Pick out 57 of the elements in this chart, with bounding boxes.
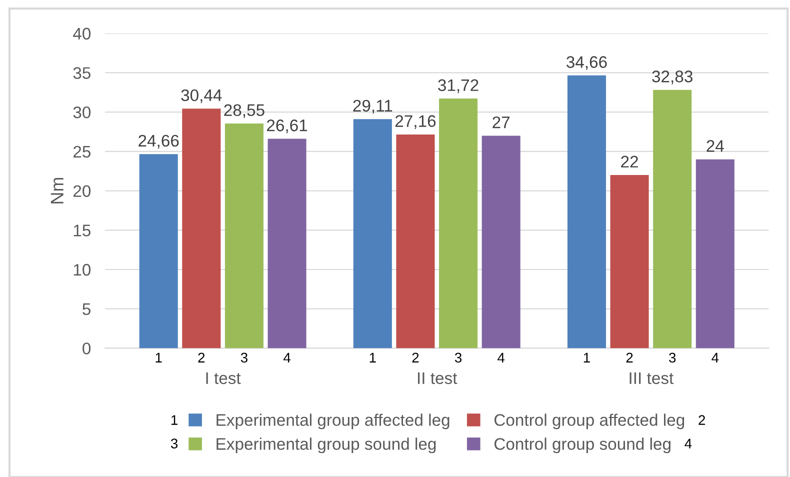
- data-label: 27: [492, 116, 510, 128]
- text: 2: [412, 352, 419, 362]
- data-label: 27,16: [395, 115, 436, 129]
- bar: [353, 119, 392, 348]
- data-label: 26,61: [267, 120, 308, 134]
- y-axis-title: Nm: [50, 178, 64, 204]
- legend-label: Control group affected leg: [494, 414, 684, 430]
- data-label: 28,55: [224, 104, 264, 118]
- text: 4: [498, 352, 505, 362]
- y-tick-label: 35: [73, 67, 90, 79]
- data-label: 22: [621, 156, 638, 168]
- bar: [396, 134, 435, 348]
- bar: [567, 75, 606, 348]
- data-label: 32,83: [652, 70, 692, 84]
- y-tick-label: 20: [73, 185, 91, 198]
- data-label: 34,66: [566, 56, 607, 70]
- text: 3: [240, 352, 248, 363]
- bar: [268, 138, 306, 348]
- text: 3: [170, 438, 178, 448]
- bar: [224, 124, 264, 348]
- legend-label: Experimental group sound leg: [216, 438, 436, 454]
- bar: [653, 90, 692, 348]
- legend-label: Control group sound leg: [494, 438, 670, 454]
- bar: [696, 159, 734, 348]
- text: 4: [712, 352, 719, 362]
- y-tick-label: 25: [73, 146, 90, 158]
- text: 2: [198, 352, 205, 362]
- x-tick-label: I test: [206, 372, 241, 384]
- text: 2: [626, 352, 633, 362]
- text: 1: [370, 352, 376, 362]
- y-tick-label: 30: [73, 106, 91, 118]
- text: 1: [171, 415, 178, 425]
- y-tick-label: 10: [74, 264, 91, 276]
- bar: [139, 154, 178, 348]
- text: 3: [454, 352, 462, 363]
- data-label: 29,11: [353, 100, 392, 114]
- data-label: 31,72: [438, 79, 478, 94]
- text: 1: [584, 352, 590, 362]
- x-tick-label: II test: [418, 372, 458, 384]
- bar: [610, 175, 649, 348]
- y-tick-label: 5: [82, 303, 90, 316]
- text: 4: [283, 352, 290, 362]
- y-tick-label: 0: [82, 342, 91, 354]
- text: 4: [684, 438, 692, 448]
- x-tick-label: III test: [630, 372, 674, 384]
- bar: [439, 98, 478, 348]
- y-tick-label: 15: [74, 224, 90, 236]
- y-tick-label: 40: [73, 28, 91, 40]
- text: 2: [698, 415, 705, 425]
- text: 3: [669, 352, 676, 363]
- bar: [182, 108, 221, 348]
- data-label: 30,44: [181, 89, 222, 104]
- bar: [482, 136, 520, 348]
- legend-label: Experimental group affected leg: [216, 414, 450, 430]
- data-label: 24: [706, 140, 724, 152]
- data-label: 24,66: [138, 134, 179, 149]
- text: 1: [156, 352, 162, 362]
